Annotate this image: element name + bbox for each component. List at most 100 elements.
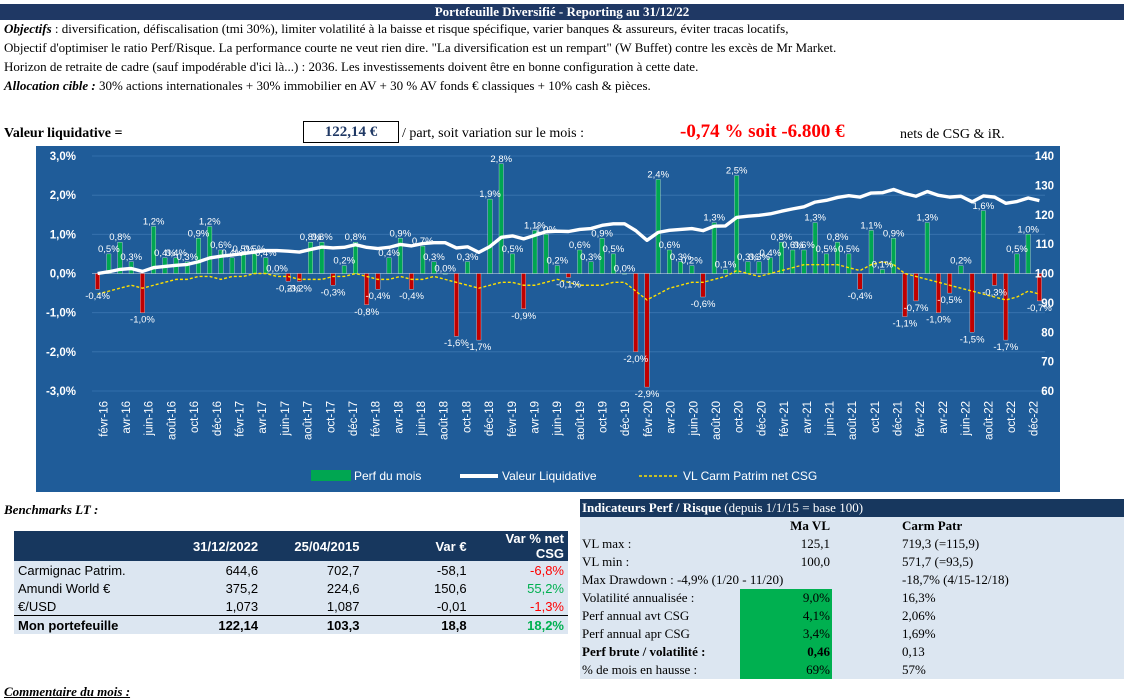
bar-perf-21 (330, 273, 336, 286)
x-tick-1: avr-16 (121, 401, 133, 434)
ind-val2: 16,3% (902, 590, 936, 605)
bar-label-9: 0,9% (188, 228, 210, 239)
y-right-tick-1: 130 (1035, 180, 1054, 192)
ind-label: % de mois en hausse : (582, 662, 698, 677)
x-tick-34: oct-21 (870, 401, 882, 433)
x-tick-24: févr-20 (643, 401, 655, 437)
x-tick-2: juin-16 (144, 401, 156, 437)
y-left-tick-2: 1,0% (50, 229, 76, 241)
ind-val: 4,1% (740, 607, 832, 625)
bench-cell: Carmignac Patrim. (18, 562, 126, 578)
bar-label-53: 0,2% (681, 256, 703, 267)
bar-perf-84 (1037, 273, 1042, 302)
bench-cell: 103,3 (326, 617, 360, 633)
bar-label-31: 0,0% (434, 264, 456, 275)
bar-label-7: 0,4% (165, 248, 187, 259)
x-tick-29: déc-20 (756, 401, 768, 436)
bar-perf-10 (207, 226, 213, 274)
bench-cell: Mon portefeuille (18, 617, 119, 633)
x-tick-9: août-17 (303, 401, 315, 440)
bar-label-60: 0,4% (759, 248, 781, 259)
table-row: Amundi World € 375,2 224,6 150,6 55,2% (14, 579, 568, 597)
bar-label-74: 1,3% (916, 213, 938, 224)
bar-perf-69 (868, 230, 874, 274)
bar-label-62: 0,6% (782, 240, 804, 251)
bar-label-42: -0,1% (556, 279, 581, 290)
x-tick-7: avr-17 (257, 401, 269, 434)
bar-perf-80 (992, 273, 997, 286)
bar-label-2: 0,8% (109, 232, 131, 243)
bar-perf-5 (151, 226, 157, 274)
bar-perf-40 (543, 234, 549, 274)
x-tick-40: oct-22 (1006, 401, 1018, 433)
bar-label-33: 0,3% (457, 252, 479, 263)
y-right-tick-3: 110 (1035, 239, 1054, 251)
bar-label-35: 1,9% (479, 189, 501, 200)
bar-perf-48 (633, 273, 639, 352)
bar-label-12: 0,4% (221, 248, 243, 259)
indicators-table: Indicateurs Perf / Risque (depuis 1/1/15… (580, 499, 1124, 679)
bar-perf-76 (947, 273, 953, 294)
bar-perf-78 (969, 273, 975, 333)
bar-label-79: 1,6% (973, 201, 995, 212)
bar-perf-12 (229, 257, 235, 274)
bar-label-59: 0,3% (748, 252, 770, 263)
bar-perf-83 (1025, 234, 1031, 274)
ind-title-sub: (depuis 1/1/15 = base 100) (721, 500, 864, 515)
bar-perf-82 (1014, 253, 1020, 274)
ind-label: VL min : (582, 554, 630, 569)
bar-perf-51 (667, 249, 672, 274)
ind-val2: 2,06% (902, 608, 936, 623)
vl-nets: nets de CSG & iR. (900, 127, 1005, 142)
bar-label-23: 0,8% (345, 232, 367, 243)
bar-label-16: 0,0% (266, 264, 288, 275)
bar-perf-41 (554, 265, 560, 274)
y-right-tick-8: 60 (1041, 386, 1054, 398)
bench-cell: 18,8 (441, 617, 467, 633)
bench-col-4: Var % net CSG (470, 531, 568, 561)
bar-label-64: 1,3% (804, 213, 826, 224)
x-tick-33: août-21 (847, 401, 859, 440)
bar-perf-9 (196, 238, 201, 274)
bench-col-1: 31/12/2022 (143, 531, 263, 561)
ind-label: VL max : (582, 536, 632, 551)
bench-cell: €/USD (18, 598, 57, 614)
bar-label-66: 0,8% (827, 232, 849, 243)
bar-perf-38 (521, 273, 527, 309)
horizon-line: Horizon de retraite de cadre (sauf impod… (4, 59, 699, 74)
x-tick-17: déc-18 (484, 401, 496, 436)
bench-cell: 702,7 (326, 562, 360, 578)
bar-perf-56 (723, 269, 728, 274)
ind-col-1: Ma VL (790, 518, 830, 533)
table-row: VL min : 100,0 571,7 (=93,5) (580, 553, 1124, 571)
x-tick-20: juin-19 (552, 401, 564, 437)
bench-cell: 18,2% (527, 617, 564, 633)
ind-val: 0,46 (740, 643, 832, 661)
series-line-carm (97, 261, 1040, 301)
x-tick-5: déc-16 (212, 401, 224, 436)
bar-perf-19 (308, 242, 313, 274)
bar-perf-63 (801, 249, 807, 274)
bar-perf-30 (431, 261, 437, 274)
ind-col-2: Carm Patr (902, 518, 963, 533)
table-row: Max Drawdown : -4,9% (1/20 - 11/20) -18,… (580, 571, 1124, 589)
bar-perf-65 (824, 253, 829, 274)
bar-label-26: 0,4% (378, 248, 400, 259)
bar-perf-72 (902, 273, 908, 317)
y-left-tick-6: -3,0% (46, 386, 76, 398)
ind-val2: 719,3 (=115,9) (902, 536, 980, 551)
bar-perf-62 (790, 249, 796, 274)
bar-label-56: 0,1% (715, 260, 737, 271)
bar-perf-4 (140, 273, 145, 313)
table-row: Perf annual avt CSG 4,1% 2,06% (580, 607, 1124, 625)
ind-title-main: Indicateurs Perf / Risque (582, 500, 722, 515)
table-row: Carmignac Patrim. 644,6 702,7 -58,1 -6,8… (14, 561, 568, 579)
x-tick-0: févr-16 (98, 401, 110, 437)
bar-perf-61 (779, 242, 784, 274)
bar-label-40: 1,0% (535, 224, 557, 235)
bar-label-61: 0,8% (771, 232, 793, 243)
bar-label-41: 0,2% (546, 256, 568, 267)
bar-label-80: -0,3% (982, 287, 1007, 298)
bar-perf-27 (397, 238, 403, 274)
bar-perf-43 (577, 249, 583, 274)
